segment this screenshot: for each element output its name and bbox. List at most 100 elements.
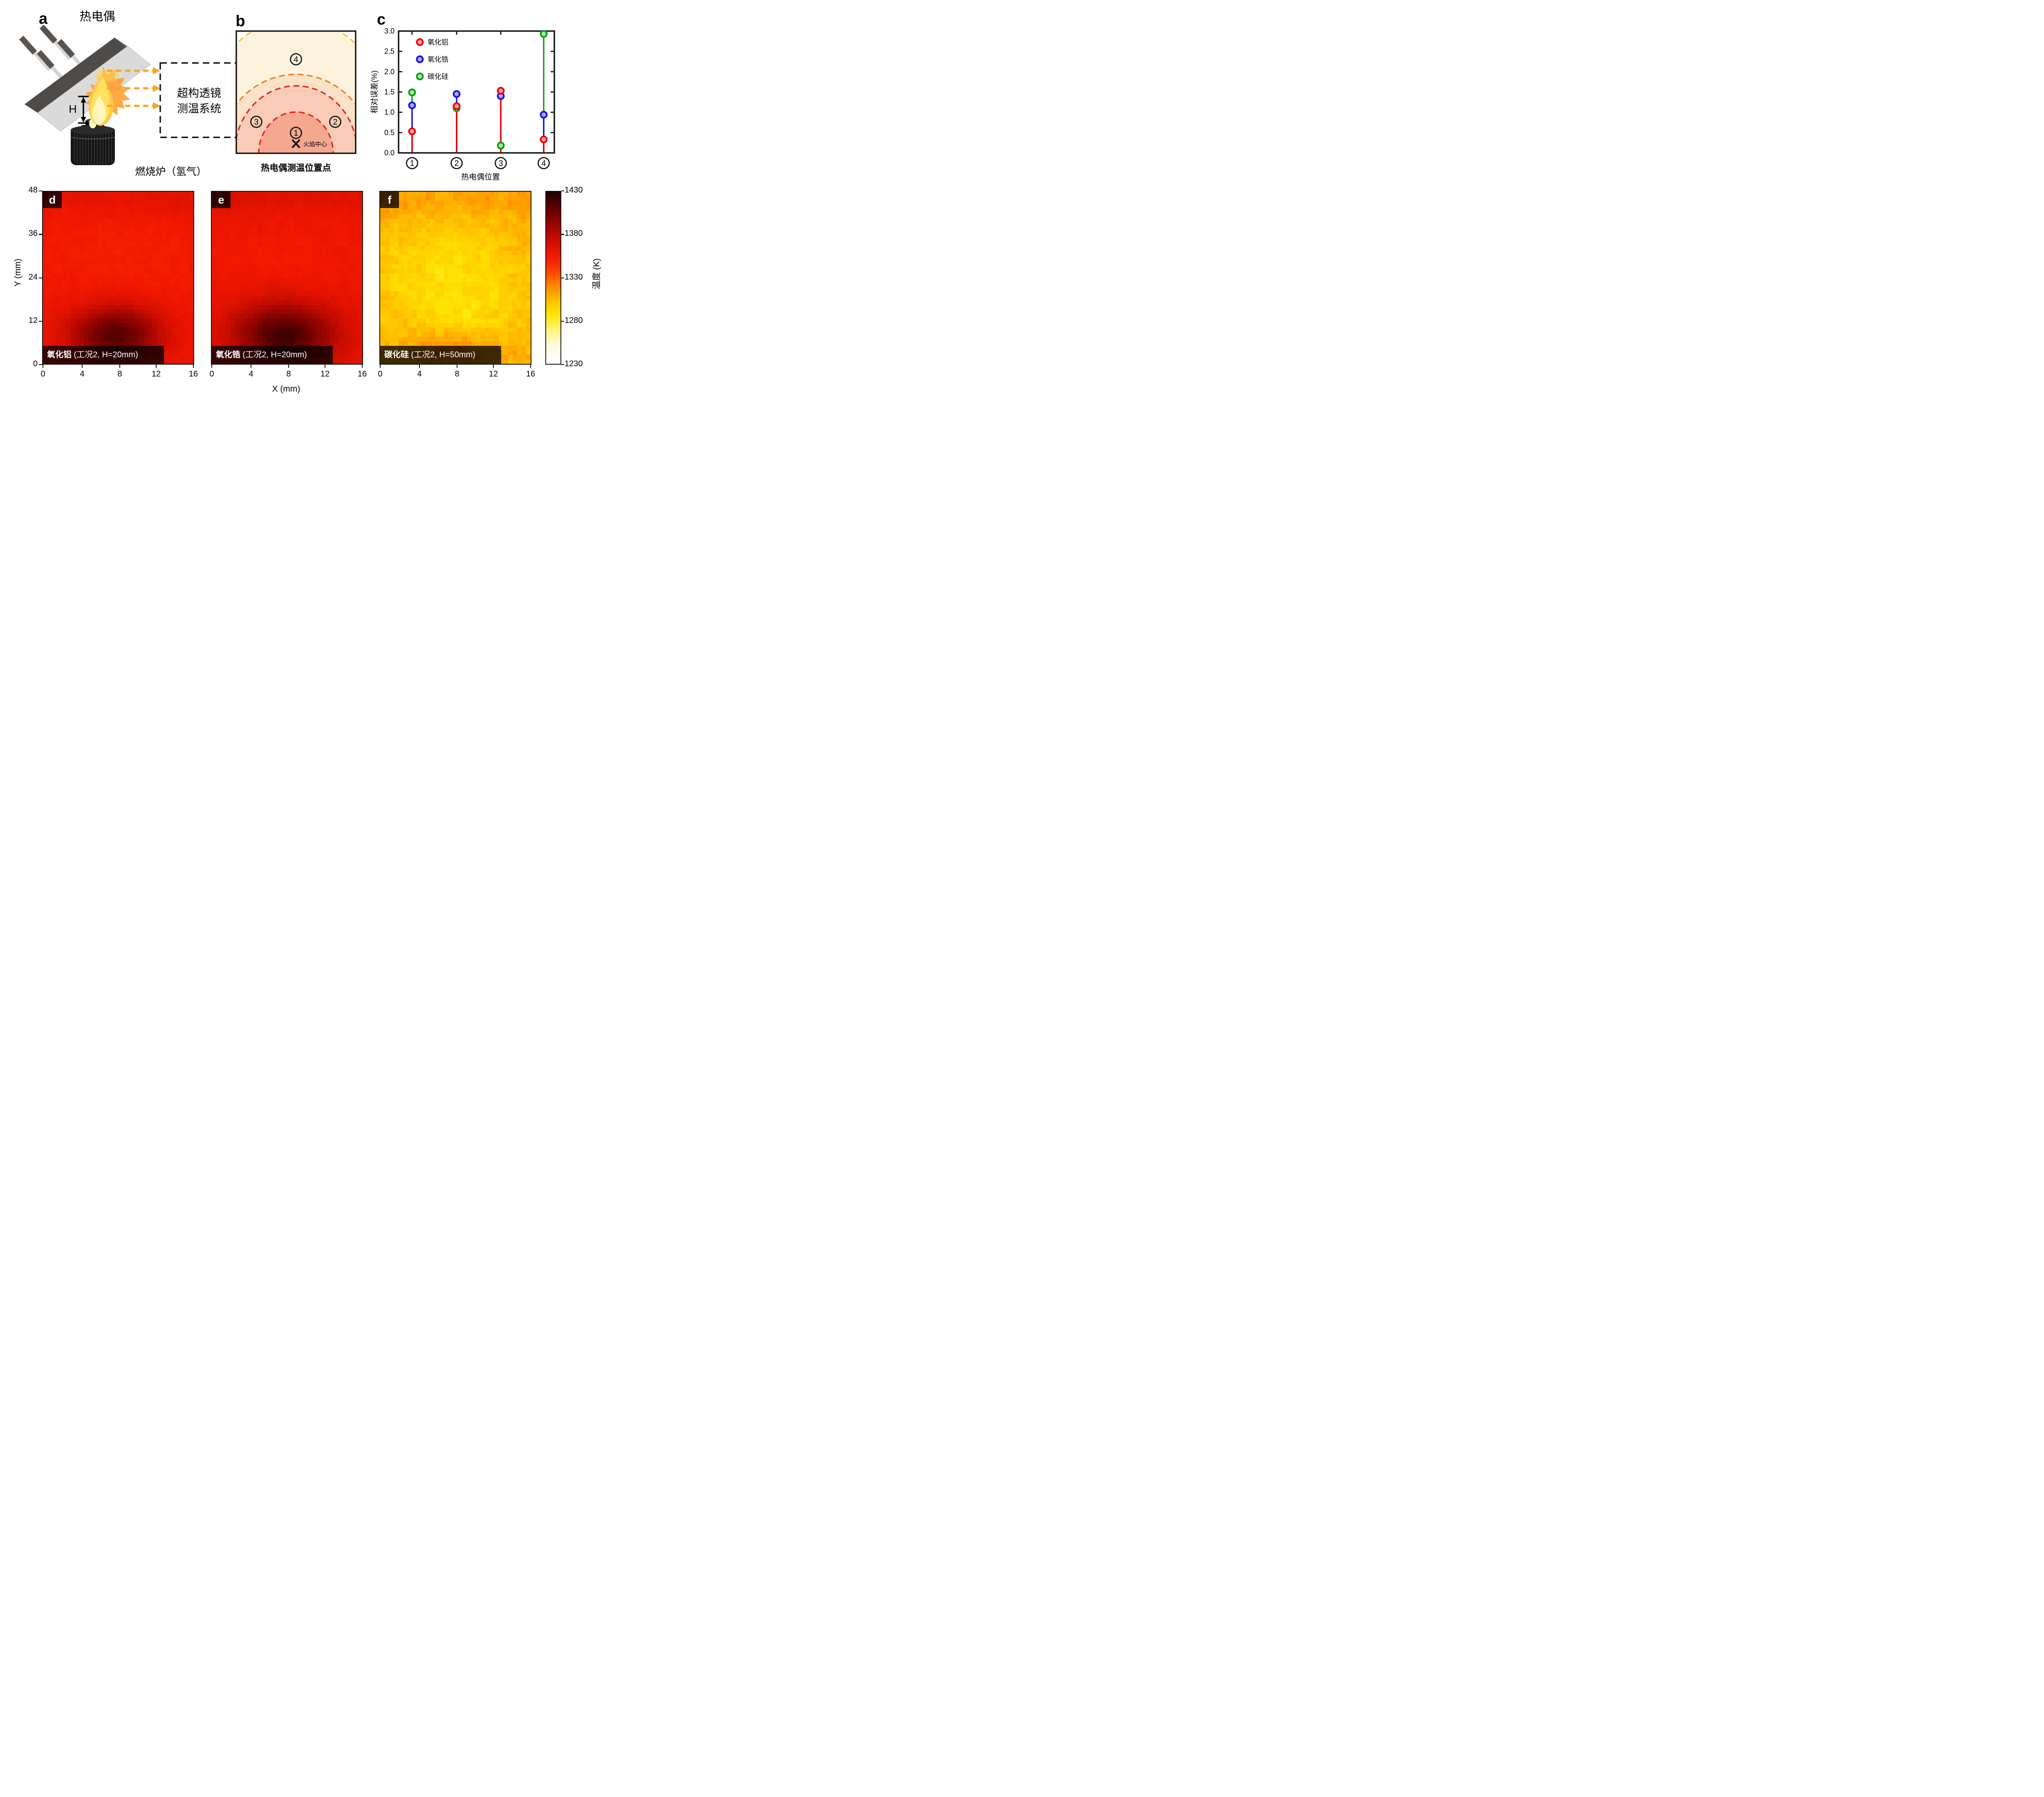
circled-number-text: 3 xyxy=(254,118,258,127)
colorbar-tick: 1230 xyxy=(565,359,583,368)
data-point xyxy=(540,135,548,143)
lens-system-box: 超构透镜 测温系统 xyxy=(159,62,239,138)
data-point xyxy=(540,30,548,38)
heatmap-y-tick: 36 xyxy=(28,229,38,238)
colorbar-tick: 1280 xyxy=(565,316,583,325)
marker-core xyxy=(541,31,546,36)
heatmap-x-tick: 16 xyxy=(357,370,367,379)
tick-mark xyxy=(561,190,564,192)
lens-system-line2: 测温系统 xyxy=(177,103,221,115)
marker-core xyxy=(498,88,503,93)
heatmap-x-tick: 8 xyxy=(117,370,122,379)
panel-d-condition: (工况2, H=20mm) xyxy=(72,350,138,359)
heatmap-x-tick: 0 xyxy=(378,370,383,379)
isotherm-arc-4 xyxy=(258,111,334,153)
position-4-marker: 4 xyxy=(290,53,302,65)
heatmap-x-tick: 12 xyxy=(151,370,161,379)
marker-core xyxy=(410,129,415,134)
panel-e-letter: e xyxy=(212,192,231,208)
colorbar-title: 温度 (K) xyxy=(592,258,601,289)
panel-c-label: c xyxy=(377,11,385,28)
heatmap-d-canvas xyxy=(43,192,193,364)
circled-number-text: 2 xyxy=(333,118,337,127)
heatmap-x-tick: 8 xyxy=(286,370,291,379)
heatmap-panel-f: f 碳化硅 (工况2, H=50mm) xyxy=(379,191,531,365)
heatmap-f-canvas xyxy=(380,192,531,364)
heatmap-x-tick: 16 xyxy=(188,370,198,379)
heatmap-e-canvas xyxy=(212,192,362,364)
radiation-arrows-icon xyxy=(107,67,160,110)
circled-number-text: 2 xyxy=(454,159,459,168)
tick-mark xyxy=(493,365,494,368)
h-label: H xyxy=(69,103,77,115)
circle-outline xyxy=(495,157,507,169)
panel-f-caption: 碳化硅 (工况2, H=50mm) xyxy=(380,346,501,364)
circle-outline xyxy=(538,157,550,169)
panel-f-condition: (工况2, H=50mm) xyxy=(409,350,475,359)
tick-mark xyxy=(211,365,213,368)
legend-label: 碳化硅 xyxy=(428,73,448,81)
y-axis-title: 相对误差(%) xyxy=(370,70,379,114)
flame-center-label: 火焰中心 xyxy=(303,141,327,148)
circle-outline xyxy=(406,157,418,169)
tick-mark xyxy=(380,365,381,368)
tick-mark xyxy=(39,320,42,322)
tick-mark xyxy=(288,365,289,368)
marker-core xyxy=(454,92,459,96)
tick-mark xyxy=(156,365,157,368)
tick-mark xyxy=(119,365,121,368)
y-tick-label: 2.5 xyxy=(384,47,394,56)
y-tick-label: 1.0 xyxy=(384,108,394,117)
panel-a-label: a xyxy=(39,10,48,27)
panel-b-caption: 热电偶测温位置点 xyxy=(261,163,331,173)
tick-mark xyxy=(39,190,42,192)
tick-mark xyxy=(82,365,83,368)
circled-number-text: 4 xyxy=(541,159,546,168)
heatmap-x-tick: 4 xyxy=(249,370,253,379)
data-point xyxy=(453,102,461,110)
heatmap-x-tick: 0 xyxy=(40,370,45,379)
data-point xyxy=(408,127,416,135)
flame-center-x-icon xyxy=(291,139,300,148)
tick-mark xyxy=(39,234,42,235)
heatmap-panel-e: e 氧化锆 (工况2, H=20mm) xyxy=(211,191,363,365)
tick-mark xyxy=(419,365,420,368)
circled-number-text: 3 xyxy=(498,159,503,168)
data-point xyxy=(497,87,505,95)
legend-label: 氧化铝 xyxy=(428,38,448,46)
panel-e-material: 氧化锆 xyxy=(216,350,240,359)
circled-number-text: 4 xyxy=(294,55,298,64)
heatmap-y-tick: 48 xyxy=(28,186,38,195)
marker-core xyxy=(454,104,459,109)
colorbar xyxy=(545,191,561,365)
height-arrow-icon xyxy=(78,96,89,124)
panel-d-letter: d xyxy=(43,192,62,208)
heatmap-x-tick: 16 xyxy=(526,370,536,379)
heatmap-y-tick: 24 xyxy=(28,272,38,282)
burner-label: 燃烧炉（氢气） xyxy=(135,166,206,177)
y-tick-label: 3.0 xyxy=(384,27,394,35)
circled-number-text: 1 xyxy=(294,129,298,138)
legend-label: 氧化锆 xyxy=(428,56,448,63)
colorbar-tick: 1430 xyxy=(565,186,583,195)
thermocouple-probes-icon xyxy=(19,25,89,85)
marker-core xyxy=(498,143,503,148)
thermocouple-title: 热电偶 xyxy=(79,10,115,23)
tick-mark xyxy=(39,364,42,365)
panel-e-caption: 氧化锆 (工况2, H=20mm) xyxy=(212,346,333,364)
x-tick-position-3: 3 xyxy=(495,157,507,169)
tick-mark xyxy=(561,320,564,322)
figure: a 热电偶 xyxy=(0,0,632,408)
circle-outline xyxy=(290,53,302,65)
y-tick-label: 2.0 xyxy=(384,67,394,76)
panel-d-material: 氧化铝 xyxy=(47,350,72,359)
heatmap-x-tick: 8 xyxy=(455,370,459,379)
x-tick-position-1: 1 xyxy=(406,157,418,169)
circle-outline xyxy=(290,127,302,139)
heatmap-panel-d: d 氧化铝 (工况2, H=20mm) xyxy=(42,191,194,365)
lens-system-line1: 超构透镜 xyxy=(177,87,221,99)
panel-e-condition: (工况2, H=20mm) xyxy=(240,350,307,359)
data-point xyxy=(408,88,416,96)
data-point xyxy=(408,101,416,110)
